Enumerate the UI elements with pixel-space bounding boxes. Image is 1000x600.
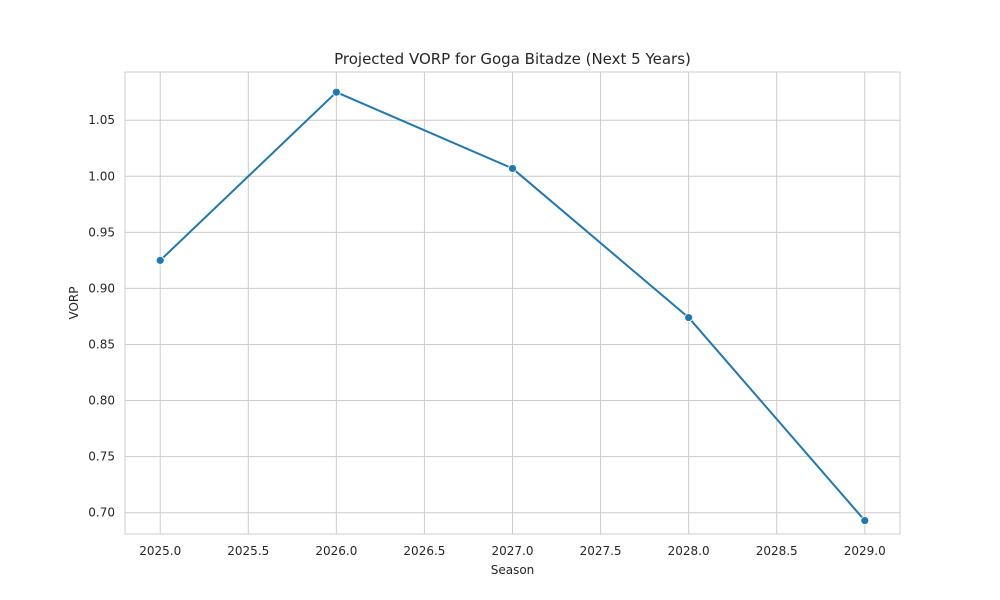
x-tick-label: 2025.5 bbox=[227, 544, 269, 558]
y-tick-label: 0.80 bbox=[88, 394, 115, 408]
x-tick-label: 2027.5 bbox=[580, 544, 622, 558]
y-tick-label: 1.05 bbox=[88, 113, 115, 127]
y-axis-label: VORP bbox=[67, 286, 81, 319]
data-point bbox=[860, 516, 870, 525]
grid bbox=[125, 72, 900, 534]
plot-area-frame bbox=[124, 71, 901, 535]
y-tick-label: 0.95 bbox=[88, 225, 115, 239]
x-tick-label: 2029.0 bbox=[844, 544, 886, 558]
chart-title: Projected VORP for Goga Bitadze (Next 5 … bbox=[334, 50, 691, 68]
x-tick-label: 2027.0 bbox=[492, 544, 534, 558]
y-tick-label: 0.75 bbox=[88, 450, 115, 464]
y-tick-label: 0.85 bbox=[88, 337, 115, 351]
y-axis-ticks: 0.70 0.75 0.80 0.85 0.90 0.95 1.00 1.05 bbox=[88, 113, 115, 519]
data-point bbox=[684, 313, 694, 322]
data-point bbox=[508, 164, 517, 173]
data-point bbox=[155, 255, 165, 265]
x-axis-label: Season bbox=[491, 563, 535, 577]
y-tick-label: 0.90 bbox=[88, 281, 115, 295]
data-point bbox=[331, 87, 341, 97]
x-tick-label: 2025.0 bbox=[139, 544, 181, 558]
x-tick-label: 2026.0 bbox=[315, 544, 357, 558]
x-tick-label: 2026.5 bbox=[403, 544, 445, 558]
x-tick-label: 2028.0 bbox=[668, 544, 710, 558]
x-axis-ticks: 2025.0 2025.5 2026.0 2026.5 2027.0 2027.5 2028… bbox=[139, 544, 886, 558]
y-tick-label: 1.00 bbox=[88, 169, 115, 183]
y-tick-label: 0.70 bbox=[88, 506, 115, 520]
x-tick-label: 2028.5 bbox=[756, 544, 798, 558]
series-layer bbox=[155, 87, 870, 525]
